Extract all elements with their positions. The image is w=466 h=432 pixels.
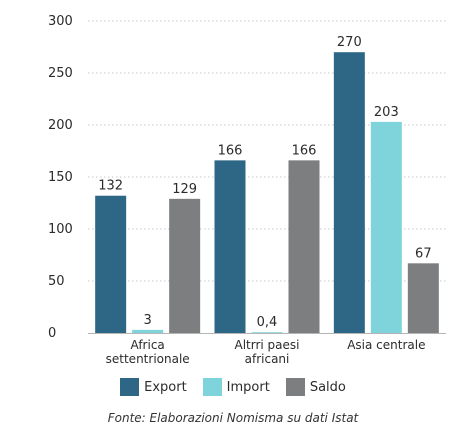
legend-item-import: Import xyxy=(202,378,270,396)
data-label: 270 xyxy=(337,35,362,50)
legend-label-saldo: Saldo xyxy=(309,379,346,395)
x-tick-label: settentrionale xyxy=(106,352,190,366)
legend-swatch-export xyxy=(120,378,140,396)
data-label: 0,4 xyxy=(257,315,278,330)
legend-label-export: Export xyxy=(144,379,187,395)
x-tick-label: Africa xyxy=(131,338,165,352)
legend-item-export: Export xyxy=(120,378,187,396)
y-tick-label: 250 xyxy=(48,66,73,81)
data-label: 129 xyxy=(172,182,197,197)
data-label: 132 xyxy=(98,179,123,194)
bar-import xyxy=(132,329,164,333)
legend: Export Import Saldo xyxy=(0,375,466,399)
y-tick-label: 0 xyxy=(48,326,56,341)
data-label: 203 xyxy=(374,105,399,120)
y-tick-label: 200 xyxy=(48,118,73,133)
legend-item-saldo: Saldo xyxy=(285,378,346,396)
source-note: Fonte: Elaborazioni Nomisma su dati Ista… xyxy=(107,411,359,425)
data-label: 166 xyxy=(292,143,317,158)
bar-export xyxy=(95,195,127,333)
bar-export xyxy=(214,160,246,333)
legend-label-import: Import xyxy=(226,379,270,395)
y-tick-label: 150 xyxy=(48,170,73,185)
y-tick-label: 100 xyxy=(48,222,73,237)
x-tick-label: africani xyxy=(245,352,290,366)
y-tick-label: 50 xyxy=(48,274,65,289)
x-tick-label: Asia centrale xyxy=(347,338,425,352)
bar-chart: 0 50 100 150 200 250 300 132 3 129 Africasettentri… xyxy=(48,14,446,366)
bar-saldo xyxy=(288,160,320,333)
bar-import xyxy=(370,121,402,333)
x-tick-label: Altrri paesi xyxy=(235,338,300,352)
data-label: 166 xyxy=(218,143,243,158)
legend-swatch-saldo xyxy=(285,378,305,396)
data-label: 3 xyxy=(144,313,152,328)
legend-swatch-import xyxy=(202,378,222,396)
bar-saldo xyxy=(169,198,201,333)
bar-export xyxy=(333,52,365,333)
data-label: 67 xyxy=(415,246,432,261)
bar-saldo xyxy=(407,263,439,333)
bar-import xyxy=(251,332,283,333)
y-tick-label: 300 xyxy=(48,14,73,29)
